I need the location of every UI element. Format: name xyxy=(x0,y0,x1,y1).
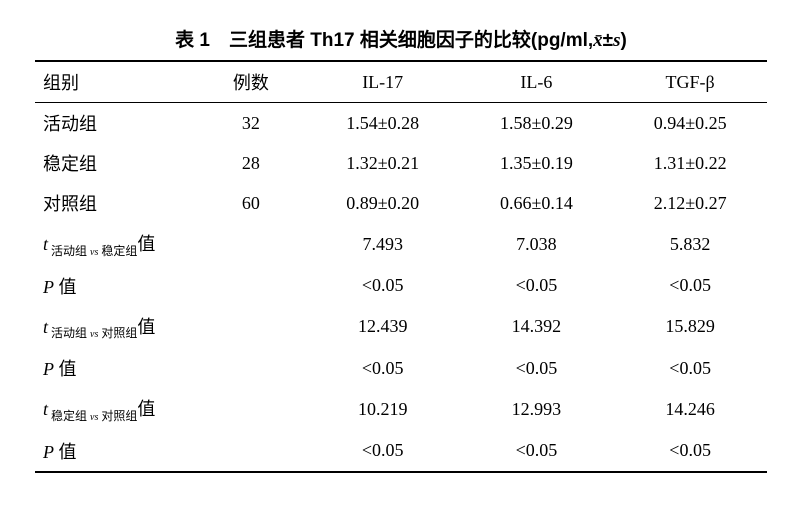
cell-tgfb: 2.12±0.27 xyxy=(613,183,767,223)
cell-il6: 1.58±0.29 xyxy=(460,103,614,144)
cell-label: 稳定组 xyxy=(35,143,196,183)
cell-il17: <0.05 xyxy=(306,266,460,306)
cell-il17: <0.05 xyxy=(306,348,460,388)
cell-il17: 12.439 xyxy=(306,306,460,349)
table-row: 稳定组 28 1.32±0.21 1.35±0.19 1.31±0.22 xyxy=(35,143,767,183)
cell-il6: 1.35±0.19 xyxy=(460,143,614,183)
col-header-il17: IL-17 xyxy=(306,61,460,103)
cell-stat-label: t 活动组 vs 稳定组值 xyxy=(35,223,196,266)
cell-stat-label: P 值 xyxy=(35,431,196,472)
cell-il17: 1.32±0.21 xyxy=(306,143,460,183)
title-pm: ± xyxy=(603,30,613,51)
cell-tgfb: <0.05 xyxy=(613,266,767,306)
cell-tgfb: 14.246 xyxy=(613,388,767,431)
table-body: 活动组 32 1.54±0.28 1.58±0.29 0.94±0.25 稳定组… xyxy=(35,103,767,472)
col-header-n: 例数 xyxy=(196,61,306,103)
cell-empty xyxy=(196,431,306,472)
cell-tgfb: 0.94±0.25 xyxy=(613,103,767,144)
t-subscript: 活动组 vs 稳定组 xyxy=(48,244,137,258)
table-row: 对照组 60 0.89±0.20 0.66±0.14 2.12±0.27 xyxy=(35,183,767,223)
p-symbol: P xyxy=(43,277,54,297)
cell-tgfb: <0.05 xyxy=(613,431,767,472)
cell-il17: 1.54±0.28 xyxy=(306,103,460,144)
col-header-tgfb: TGF-β xyxy=(613,61,767,103)
cell-il6: 12.993 xyxy=(460,388,614,431)
header-row: 组别 例数 IL-17 IL-6 TGF-β xyxy=(35,61,767,103)
stat-row-t: t 活动组 vs 对照组值 12.439 14.392 15.829 xyxy=(35,306,767,349)
cell-il17: 10.219 xyxy=(306,388,460,431)
cell-empty xyxy=(196,223,306,266)
cell-il6: 0.66±0.14 xyxy=(460,183,614,223)
cell-il17: <0.05 xyxy=(306,431,460,472)
title-xbar: x̄ xyxy=(593,30,603,51)
cell-empty xyxy=(196,306,306,349)
cell-n: 32 xyxy=(196,103,306,144)
stat-row-p: P 值 <0.05 <0.05 <0.05 xyxy=(35,266,767,306)
title-s: s xyxy=(613,30,620,51)
title-prefix: 表 1 三组患者 Th17 相关细胞因子的比较(pg/ml, xyxy=(175,30,593,51)
cell-il6: <0.05 xyxy=(460,266,614,306)
cell-tgfb: <0.05 xyxy=(613,348,767,388)
cell-il6: <0.05 xyxy=(460,348,614,388)
cell-label: 活动组 xyxy=(35,103,196,144)
cell-n: 60 xyxy=(196,183,306,223)
cell-tgfb: 15.829 xyxy=(613,306,767,349)
table-title: 表 1 三组患者 Th17 相关细胞因子的比较(pg/ml,x̄±s) xyxy=(35,25,767,52)
data-table: 组别 例数 IL-17 IL-6 TGF-β 活动组 32 1.54±0.28 … xyxy=(35,60,767,473)
t-subscript: 活动组 vs 对照组 xyxy=(48,326,137,340)
stat-row-t: t 稳定组 vs 对照组值 10.219 12.993 14.246 xyxy=(35,388,767,431)
p-symbol: P xyxy=(43,442,54,462)
cell-empty xyxy=(196,348,306,388)
stat-row-p: P 值 <0.05 <0.05 <0.05 xyxy=(35,431,767,472)
cell-tgfb: 1.31±0.22 xyxy=(613,143,767,183)
cell-il17: 0.89±0.20 xyxy=(306,183,460,223)
cell-n: 28 xyxy=(196,143,306,183)
stat-row-t: t 活动组 vs 稳定组值 7.493 7.038 5.832 xyxy=(35,223,767,266)
t-subscript: 稳定组 vs 对照组 xyxy=(48,409,137,423)
col-header-group: 组别 xyxy=(35,61,196,103)
table-row: 活动组 32 1.54±0.28 1.58±0.29 0.94±0.25 xyxy=(35,103,767,144)
title-suffix: ) xyxy=(621,30,627,51)
cell-il6: 7.038 xyxy=(460,223,614,266)
cell-stat-label: t 活动组 vs 对照组值 xyxy=(35,306,196,349)
stat-row-p: P 值 <0.05 <0.05 <0.05 xyxy=(35,348,767,388)
cell-empty xyxy=(196,388,306,431)
cell-il6: 14.392 xyxy=(460,306,614,349)
p-symbol: P xyxy=(43,359,54,379)
cell-stat-label: P 值 xyxy=(35,348,196,388)
cell-il6: <0.05 xyxy=(460,431,614,472)
cell-label: 对照组 xyxy=(35,183,196,223)
cell-stat-label: t 稳定组 vs 对照组值 xyxy=(35,388,196,431)
cell-tgfb: 5.832 xyxy=(613,223,767,266)
cell-il17: 7.493 xyxy=(306,223,460,266)
cell-empty xyxy=(196,266,306,306)
cell-stat-label: P 值 xyxy=(35,266,196,306)
col-header-il6: IL-6 xyxy=(460,61,614,103)
